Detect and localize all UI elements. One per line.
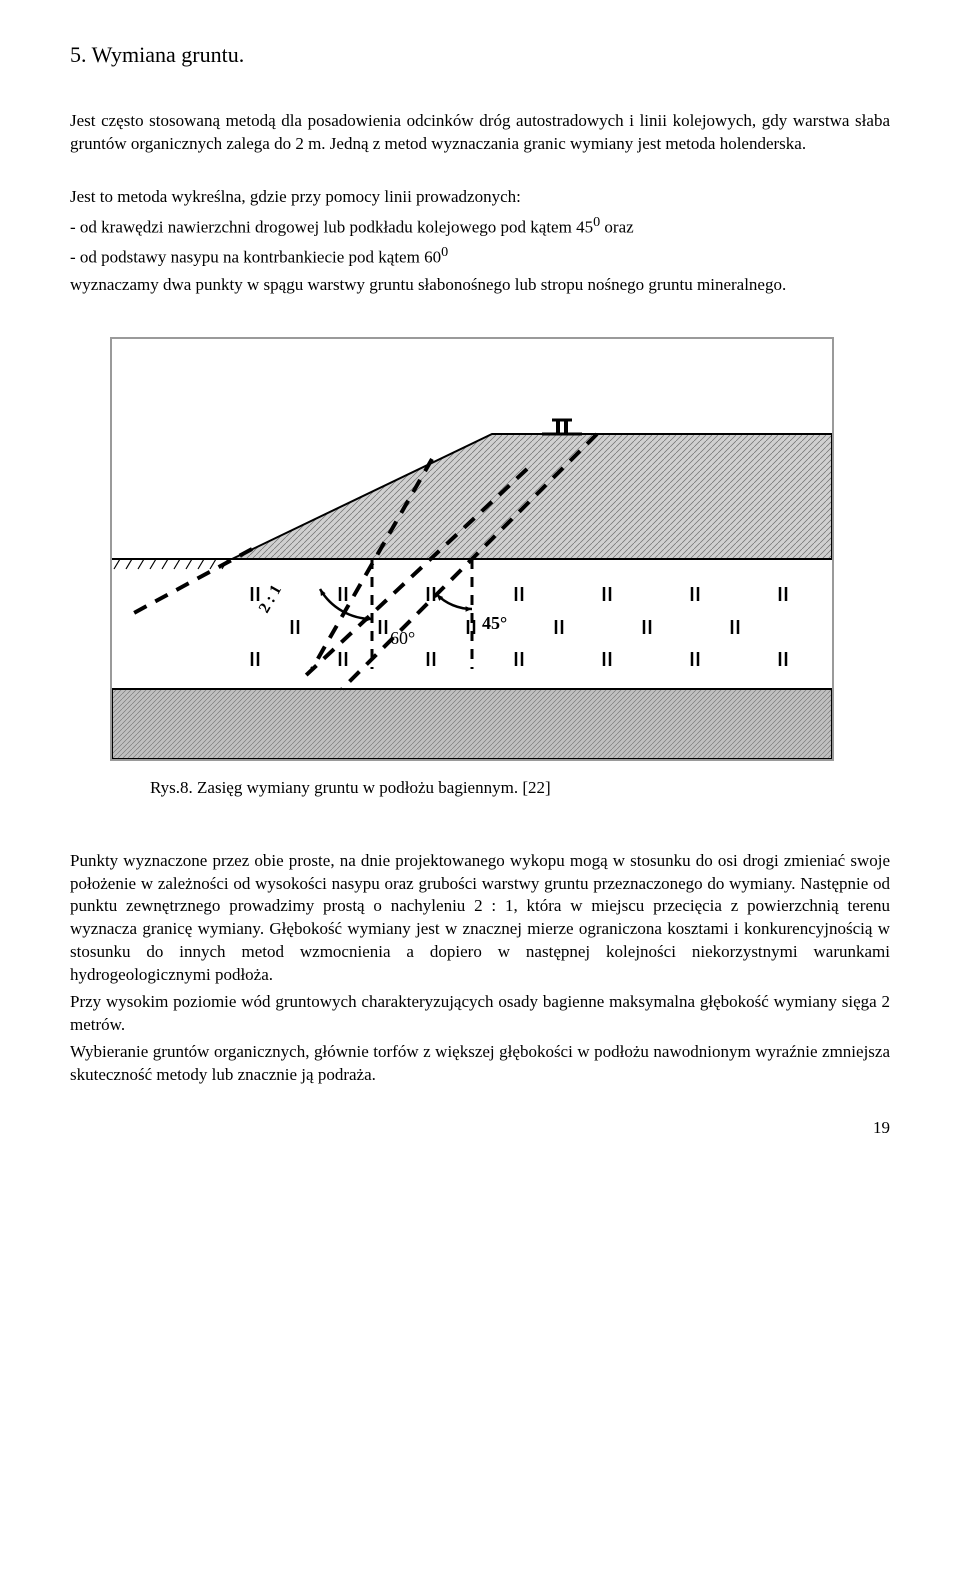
body-para-1: Punkty wyznaczone przez obie proste, na … bbox=[70, 850, 890, 988]
bullet-2-text: - od podstawy nasypu na kontrbankiecie p… bbox=[70, 248, 441, 267]
para-method-line: Jest to metoda wykreślna, gdzie przy pom… bbox=[70, 186, 890, 209]
figure-caption: Rys.8. Zasięg wymiany gruntu w podłożu b… bbox=[150, 777, 890, 800]
bullet-1-tail: oraz bbox=[600, 217, 634, 236]
svg-text:2 : 1: 2 : 1 bbox=[256, 582, 285, 616]
para-summary: wyznaczamy dwa punkty w spągu warstwy gr… bbox=[70, 274, 890, 297]
bullet-2-sup: 0 bbox=[441, 244, 448, 260]
body-para-2: Przy wysokim poziomie wód gruntowych cha… bbox=[70, 991, 890, 1037]
cross-section-diagram: 45° 60° 2 : 1 bbox=[112, 339, 832, 759]
body-para-3: Wybieranie gruntów organicznych, głównie… bbox=[70, 1041, 890, 1087]
bullet-2: - od podstawy nasypu na kontrbankiecie p… bbox=[70, 243, 890, 270]
svg-text:45°: 45° bbox=[482, 613, 507, 633]
intro-paragraph: Jest często stosowaną metodą dla posadow… bbox=[70, 110, 890, 156]
bullet-1-text: - od krawędzi nawierzchni drogowej lub p… bbox=[70, 217, 593, 236]
svg-text:60°: 60° bbox=[390, 628, 415, 648]
section-heading: 5. Wymiana gruntu. bbox=[70, 40, 890, 70]
page-number: 19 bbox=[70, 1117, 890, 1140]
figure-box: 45° 60° 2 : 1 bbox=[110, 337, 834, 761]
figure-container: 45° 60° 2 : 1 Rys.8. Zasięg wymiany gruntu… bbox=[70, 337, 890, 800]
bullet-1: - od krawędzi nawierzchni drogowej lub p… bbox=[70, 213, 890, 240]
